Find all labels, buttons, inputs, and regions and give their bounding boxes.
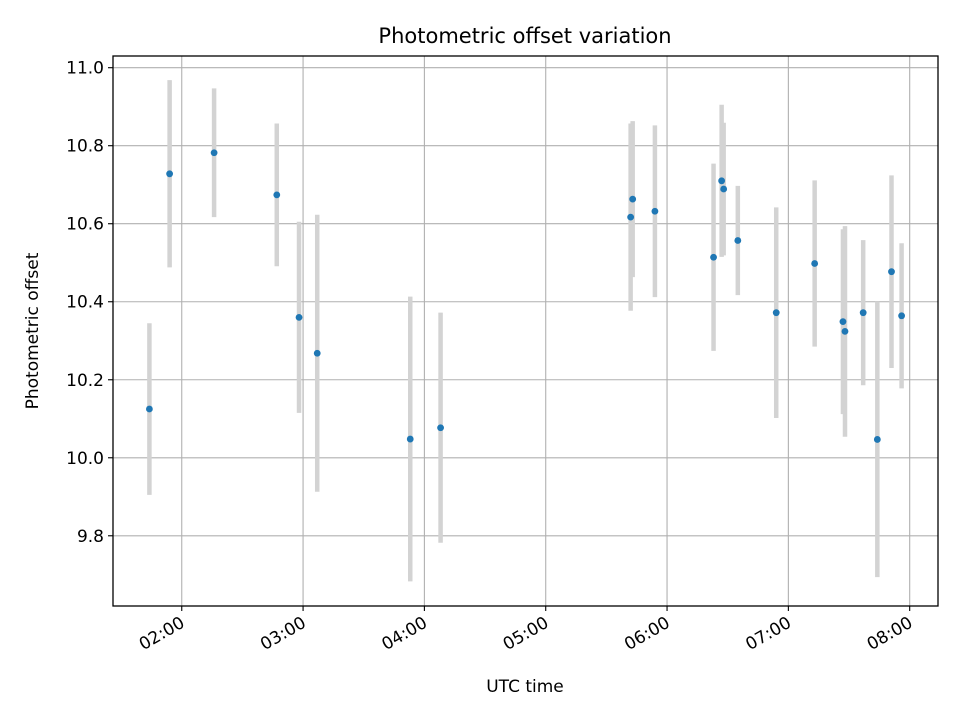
data-point [720, 185, 728, 193]
x-tick-label: 06:00 [621, 613, 673, 655]
y-tick-label: 10.4 [66, 293, 104, 313]
y-tick-label: 10.0 [66, 449, 104, 469]
x-tick-label: 05:00 [500, 613, 552, 655]
y-tick-label: 10.8 [66, 137, 104, 157]
y-tick-label: 10.6 [66, 215, 104, 235]
data-point [718, 177, 726, 185]
data-point [839, 318, 847, 326]
data-point [898, 312, 906, 320]
data-point [210, 149, 218, 157]
data-point [841, 327, 849, 335]
data-point [811, 260, 819, 267]
data-point [888, 268, 895, 276]
data-point [273, 191, 281, 199]
data-point [859, 309, 867, 317]
plot-frame [112, 55, 939, 607]
x-tick-label: 03:00 [257, 613, 309, 655]
y-tick-label: 10.2 [66, 371, 104, 391]
data-point [313, 349, 321, 357]
x-tick-label: 04:00 [378, 613, 430, 655]
x-tick-label: 08:00 [864, 613, 916, 655]
y-tick-label: 11.0 [66, 59, 104, 79]
data-point [145, 405, 153, 413]
x-tick-label: 07:00 [742, 613, 794, 655]
data-point [295, 313, 303, 321]
data-point [710, 253, 717, 261]
chart-title: Photometric offset variation [378, 24, 671, 48]
data-point [406, 435, 414, 443]
y-axis-label: Photometric offset [23, 252, 43, 409]
data-point [627, 213, 635, 221]
data-point [651, 207, 659, 215]
data-points [145, 149, 906, 443]
y-tick-label: 9.8 [77, 527, 104, 547]
data-point [437, 424, 444, 432]
data-point [772, 309, 780, 317]
data-point [166, 170, 174, 178]
x-tick-label: 02:00 [136, 613, 188, 655]
grid [113, 56, 938, 606]
x-axis-label: UTC time [486, 677, 564, 697]
data-point [873, 436, 881, 443]
data-point [629, 195, 637, 203]
data-point [734, 237, 742, 244]
